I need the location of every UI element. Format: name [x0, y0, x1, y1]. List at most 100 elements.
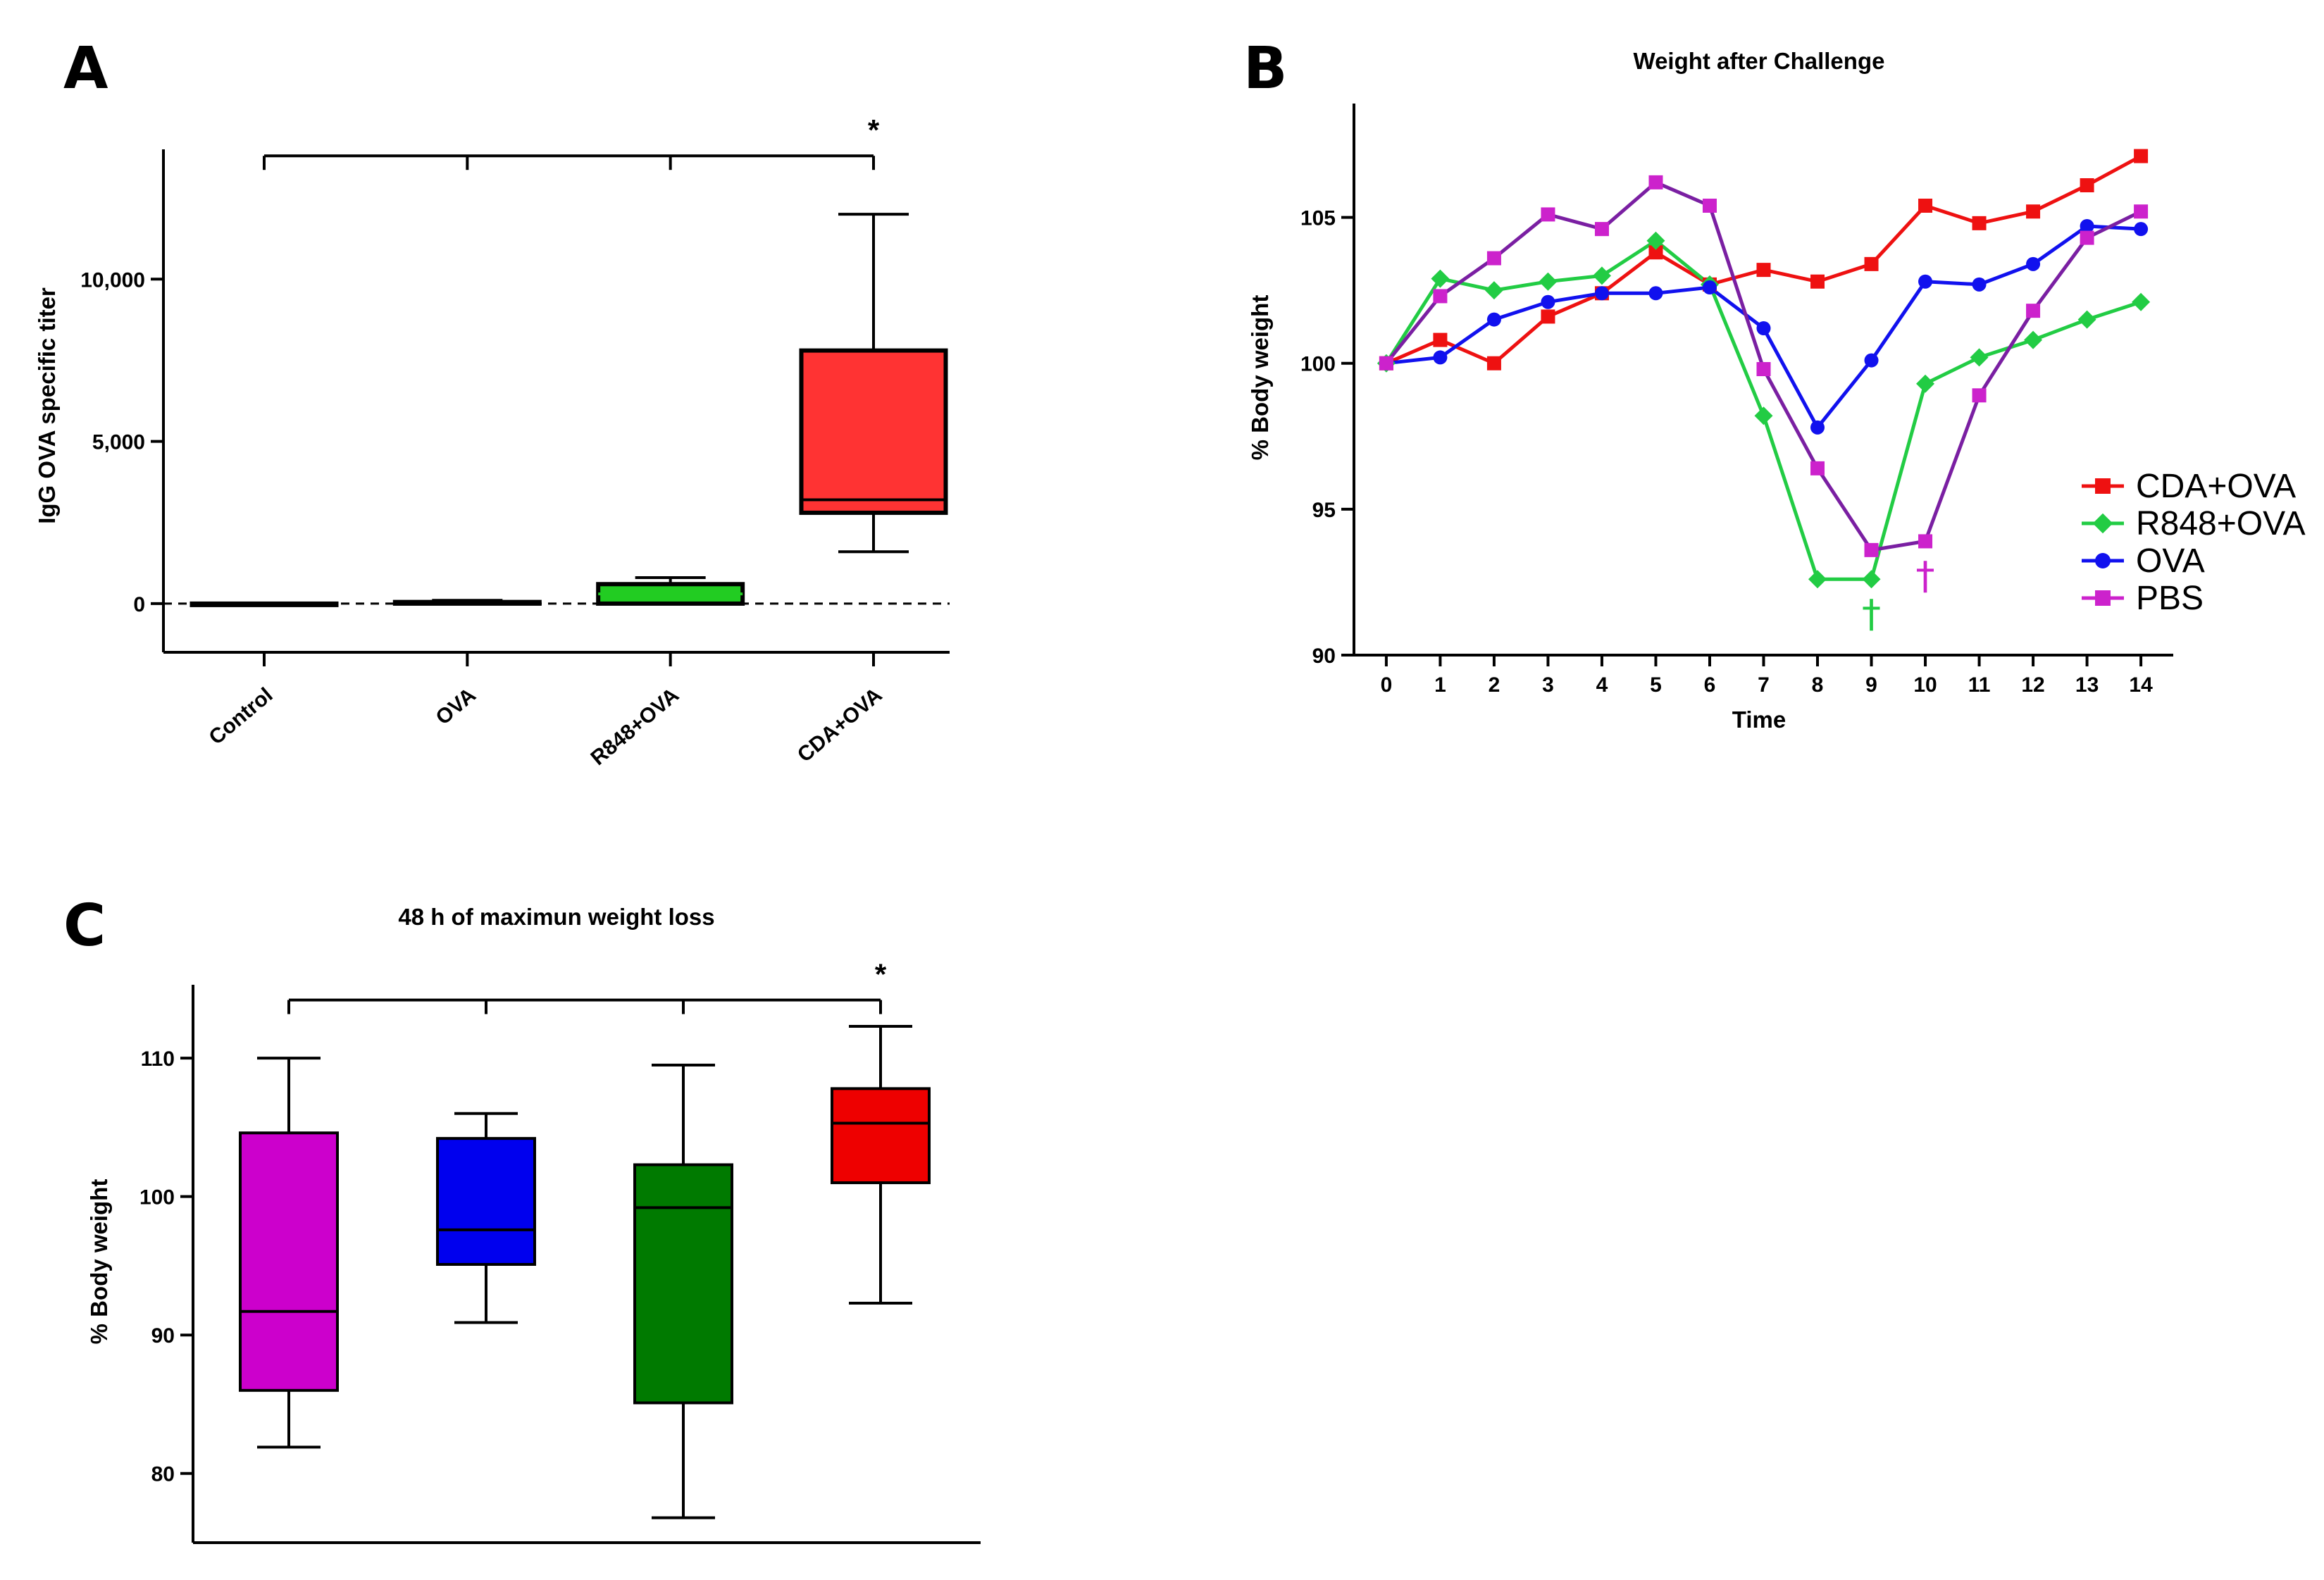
panel-a-titer-boxplot: IgG OVA specific titer 0 5,000 10,000 Contr…: [34, 113, 950, 770]
panel-b-point-pbs: [1810, 461, 1825, 475]
panel-b-point-r848-ova: [1646, 231, 1665, 250]
panel-a-y-tick-label: 0: [133, 593, 145, 616]
panel-b-point-pbs: [1756, 362, 1771, 376]
panel-a-x-tick-label: CDA+OVA: [793, 683, 887, 767]
panel-b-point-cda-ova: [1810, 274, 1825, 289]
panel-b-x-tick-label: 2: [1489, 673, 1500, 697]
panel-b-x-label: Time: [1732, 707, 1786, 733]
panel-b-point-r848-ova: [1862, 570, 1881, 589]
panel-b-point-pbs: [1433, 289, 1448, 304]
panel-b-point-ova: [1972, 277, 1987, 292]
panel-a-y-label: IgG OVA specific titer: [34, 287, 60, 524]
panel-b-point-pbs: [1972, 388, 1987, 403]
panel-b-x-tick-label: 14: [2129, 673, 2153, 697]
panel-b-x-tick-label: 5: [1650, 673, 1662, 697]
panel-b-point-r848-ova: [2024, 330, 2043, 349]
panel-b-weight-line-chart: Weight after Challenge % Body weight Tim…: [1247, 48, 2306, 733]
panel-a-box-cda-ova: [799, 348, 948, 515]
panel-b-point-cda-ova: [1433, 332, 1448, 347]
panel-b-y-tick-label: 100: [1300, 353, 1336, 376]
panel-b-x-tick-label: 4: [1596, 673, 1608, 697]
panel-letter-b: B: [1243, 35, 1288, 102]
panel-b-legend-marker-pbs: [2095, 590, 2111, 606]
panel-c-box-cda-ova: [831, 1087, 931, 1185]
panel-b-x-tick-label: 10: [1913, 673, 1937, 697]
panel-b-point-pbs: [2134, 204, 2149, 219]
panel-a-x-tick-label: Control: [205, 683, 278, 749]
panel-b-point-ova: [2134, 222, 2149, 237]
panel-b-x-tick-label: 11: [1968, 673, 1991, 697]
panel-b-legend-label-pbs: PBS: [2136, 580, 2204, 617]
panel-b-x-tick-label: 7: [1758, 673, 1770, 697]
panel-b-legend-marker-cda-ova: [2095, 478, 2111, 494]
panel-b-legend-marker-ova: [2095, 553, 2111, 568]
panel-b-y-label: % Body weight: [1247, 295, 1273, 461]
panel-b-point-pbs: [2026, 304, 2041, 318]
panel-b-point-pbs: [1864, 542, 1879, 557]
panel-b-point-ova: [1541, 294, 1555, 309]
panel-c-box-r848-ova: [633, 1163, 733, 1405]
panel-b-point-r848-ova: [1916, 374, 1935, 393]
panel-c-weight-loss-boxplot: 48 h of maximun weight loss % Body weigh…: [86, 904, 981, 1544]
panel-b-point-pbs: [2080, 230, 2094, 245]
panel-a-x-tick-label: OVA: [432, 683, 480, 730]
panel-b-x-tick-label: 6: [1704, 673, 1716, 697]
panel-b-point-cda-ova: [2080, 178, 2094, 192]
panel-b-title: Weight after Challenge: [1634, 48, 1885, 74]
panel-b-point-pbs: [1702, 199, 1717, 213]
panel-b-legend-label-ova: OVA: [2136, 542, 2205, 580]
panel-b-point-r848-ova: [1539, 272, 1558, 291]
panel-b-point-pbs: [1594, 222, 1609, 237]
panel-b-point-ova: [1433, 350, 1448, 365]
panel-b-point-ova: [1594, 286, 1609, 301]
panel-b-point-cda-ova: [1756, 263, 1771, 278]
panel-b-x-tick-label: 8: [1812, 673, 1824, 697]
panel-a-y-tick-label: 10,000: [80, 268, 145, 292]
panel-b-x-tick-label: 1: [1434, 673, 1446, 697]
panel-b-x-tick-label: 12: [2021, 673, 2044, 697]
panel-b-x-tick-label: 9: [1865, 673, 1877, 697]
panel-b-point-ova: [1702, 280, 1717, 294]
panel-b-point-r848-ova: [1484, 281, 1503, 300]
panel-b-point-pbs: [1918, 534, 1933, 549]
panel-b-x-tick-label: 3: [1542, 673, 1554, 697]
panel-c-marks: 80 90 100 110 *: [139, 958, 931, 1519]
panel-b-legend-label-cda-ova: CDA+OVA: [2136, 468, 2296, 505]
panel-a-x-tick-label: R848+OVA: [586, 683, 683, 770]
panel-b-legend-marker-r848-ova: [2092, 513, 2113, 534]
panel-b-point-pbs: [1541, 207, 1555, 222]
panel-c-y-tick-label: 90: [151, 1324, 175, 1348]
panel-b-point-ova: [1486, 312, 1501, 327]
panel-b-point-ova: [1648, 286, 1663, 301]
panel-b-x-tick-label: 13: [2075, 673, 2099, 697]
panel-b-point-r848-ova: [2077, 310, 2096, 329]
panel-c-y-label: % Body weight: [86, 1179, 112, 1345]
panel-c-title: 48 h of maximun weight loss: [398, 904, 714, 930]
panel-c-y-tick-label: 100: [139, 1186, 175, 1209]
panel-a-marks: 0 5,000 10,000 Control OVA R848+OVA CDA+OVA *: [80, 113, 950, 770]
panel-b-point-pbs: [1379, 356, 1393, 371]
panel-b-point-cda-ova: [1972, 216, 1987, 230]
panel-c-significance-star: *: [875, 958, 887, 991]
panel-b-death-mark-pbs: †: [1916, 554, 1935, 598]
panel-letter-c: C: [63, 892, 106, 959]
panel-b-point-ova: [2026, 256, 2041, 271]
panel-b-y-tick-label: 95: [1312, 499, 1336, 522]
panel-b-point-ova: [1918, 274, 1933, 289]
panel-b-point-cda-ova: [1486, 356, 1501, 371]
panel-b-y-tick-label: 105: [1300, 207, 1336, 230]
panel-letter-a: A: [63, 35, 108, 102]
panel-b-death-mark-r848-ova: †: [1862, 592, 1881, 636]
panel-b-point-cda-ova: [2026, 204, 2041, 219]
panel-b-point-cda-ova: [1918, 199, 1933, 213]
panel-b-point-cda-ova: [1541, 309, 1555, 324]
panel-b-point-r848-ova: [1431, 269, 1450, 288]
panel-b-point-ova: [1756, 321, 1771, 335]
panel-b-point-ova: [1864, 353, 1879, 368]
panel-b-legend-label-r848-ova: R848+OVA: [2136, 505, 2306, 542]
panel-b-point-r848-ova: [1754, 406, 1773, 425]
panel-b-point-r848-ova: [1592, 266, 1611, 285]
panel-b-point-cda-ova: [1864, 256, 1879, 271]
